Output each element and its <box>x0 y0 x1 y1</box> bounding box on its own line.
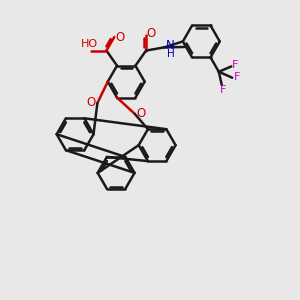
Text: F: F <box>234 72 240 82</box>
Text: O: O <box>137 107 146 120</box>
Text: H: H <box>167 49 175 59</box>
Text: O: O <box>87 96 96 109</box>
Text: F: F <box>220 85 226 94</box>
Text: HO: HO <box>81 39 98 49</box>
Text: N: N <box>166 39 175 52</box>
Text: O: O <box>115 31 124 44</box>
Text: F: F <box>232 60 238 70</box>
Text: O: O <box>147 27 156 40</box>
